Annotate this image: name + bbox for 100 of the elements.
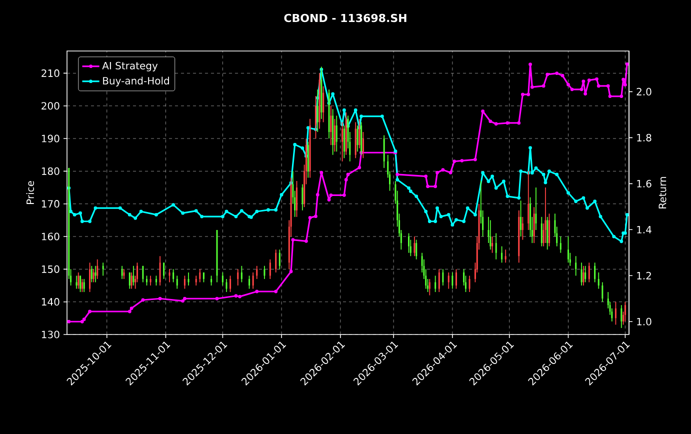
y-tick-label: 160	[42, 232, 60, 240]
candlestick	[522, 216, 524, 240]
candlestick	[322, 86, 324, 123]
candlestick	[448, 272, 450, 290]
candlestick	[130, 272, 132, 290]
chart-title: CBOND - 113698.SH	[284, 14, 406, 22]
candlestick	[210, 275, 212, 286]
candlestick	[302, 184, 304, 211]
candlestick	[80, 275, 82, 292]
candlestick	[132, 265, 134, 286]
candlestick	[334, 118, 336, 152]
candlestick	[594, 262, 596, 283]
candlestick	[533, 206, 535, 244]
candlestick	[142, 265, 144, 283]
candlestick	[121, 265, 123, 280]
candlestick	[184, 275, 186, 290]
candlestick	[408, 232, 410, 254]
y2-tick-label: 2.0	[636, 88, 652, 96]
candlestick	[252, 272, 254, 290]
candlestick	[226, 278, 228, 292]
candlestick	[455, 268, 457, 290]
y2-tick-label: 1.4	[637, 226, 652, 234]
y-tick-label: 140	[42, 298, 60, 306]
candlestick	[520, 200, 522, 237]
candlestick	[490, 220, 492, 250]
legend-label: Buy-and-Hold	[103, 76, 169, 86]
candlestick	[163, 262, 165, 280]
candlestick	[546, 216, 548, 250]
candlestick	[504, 249, 506, 264]
candlestick	[123, 268, 125, 280]
y-axis-title: Price	[26, 181, 34, 204]
candlestick	[159, 256, 161, 286]
candlestick	[78, 272, 80, 290]
candlestick	[416, 239, 418, 260]
candlestick	[575, 256, 577, 276]
candlestick	[168, 268, 170, 283]
candlestick	[492, 236, 494, 254]
y-tick-label: 150	[42, 265, 60, 273]
legend-label: AI Strategy	[102, 62, 158, 72]
candlestick	[278, 249, 280, 270]
candlestick	[275, 249, 277, 273]
y2-tick-label: 1.2	[637, 272, 651, 280]
candlestick	[438, 268, 440, 292]
candlestick	[560, 236, 562, 254]
y2-axis-title: Return	[658, 177, 666, 208]
candlestick	[128, 272, 130, 290]
candlestick	[230, 275, 232, 292]
y2-tick-label: 1.0	[637, 318, 652, 326]
candlestick	[428, 278, 430, 296]
candlestick	[176, 275, 178, 290]
candlestick	[442, 268, 444, 286]
candlestick	[237, 268, 239, 286]
candlestick	[495, 232, 497, 260]
y-tick-label: 190	[42, 134, 60, 142]
candlestick	[269, 258, 271, 280]
candlestick	[94, 265, 96, 283]
candlestick	[264, 265, 266, 280]
candlestick	[580, 262, 582, 286]
candlestick	[501, 246, 503, 264]
y2-tick-label: 1.8	[637, 134, 652, 142]
y-tick-label: 170	[42, 200, 60, 208]
candlestick	[92, 268, 94, 283]
candlestick	[83, 278, 85, 292]
candlestick	[90, 265, 92, 283]
candlestick	[540, 216, 542, 247]
candlestick	[468, 275, 470, 292]
candlestick	[567, 236, 570, 264]
candlestick	[76, 275, 78, 290]
candlestick	[248, 275, 250, 290]
candlestick	[602, 282, 604, 302]
candlestick	[222, 272, 224, 286]
candlestick	[362, 132, 364, 159]
y-tick-label: 200	[42, 102, 60, 110]
y-tick-label: 180	[42, 167, 60, 175]
candlestick	[150, 275, 152, 286]
candlestick	[544, 187, 546, 244]
candlestick	[199, 268, 201, 283]
candlestick	[343, 125, 345, 159]
candlestick	[624, 301, 626, 322]
candlestick	[195, 275, 197, 286]
candlestick	[434, 275, 436, 292]
candlestick	[89, 262, 91, 292]
candlestick	[598, 272, 600, 290]
candlestick	[383, 134, 385, 168]
candlestick	[452, 272, 454, 290]
candlestick	[620, 304, 622, 328]
candlestick	[336, 115, 338, 152]
candlestick	[146, 275, 148, 286]
y-tick-label: 130	[42, 330, 60, 338]
candlestick	[588, 262, 590, 283]
candlestick	[614, 301, 616, 326]
candlestick	[155, 275, 157, 286]
candlestick	[582, 265, 584, 286]
y-tick-label: 210	[42, 69, 60, 77]
candlestick	[81, 278, 83, 292]
candlestick	[188, 272, 190, 286]
candlestick	[330, 105, 332, 146]
candlestick	[96, 258, 98, 280]
candlestick	[584, 265, 586, 283]
candlestick	[548, 213, 550, 247]
